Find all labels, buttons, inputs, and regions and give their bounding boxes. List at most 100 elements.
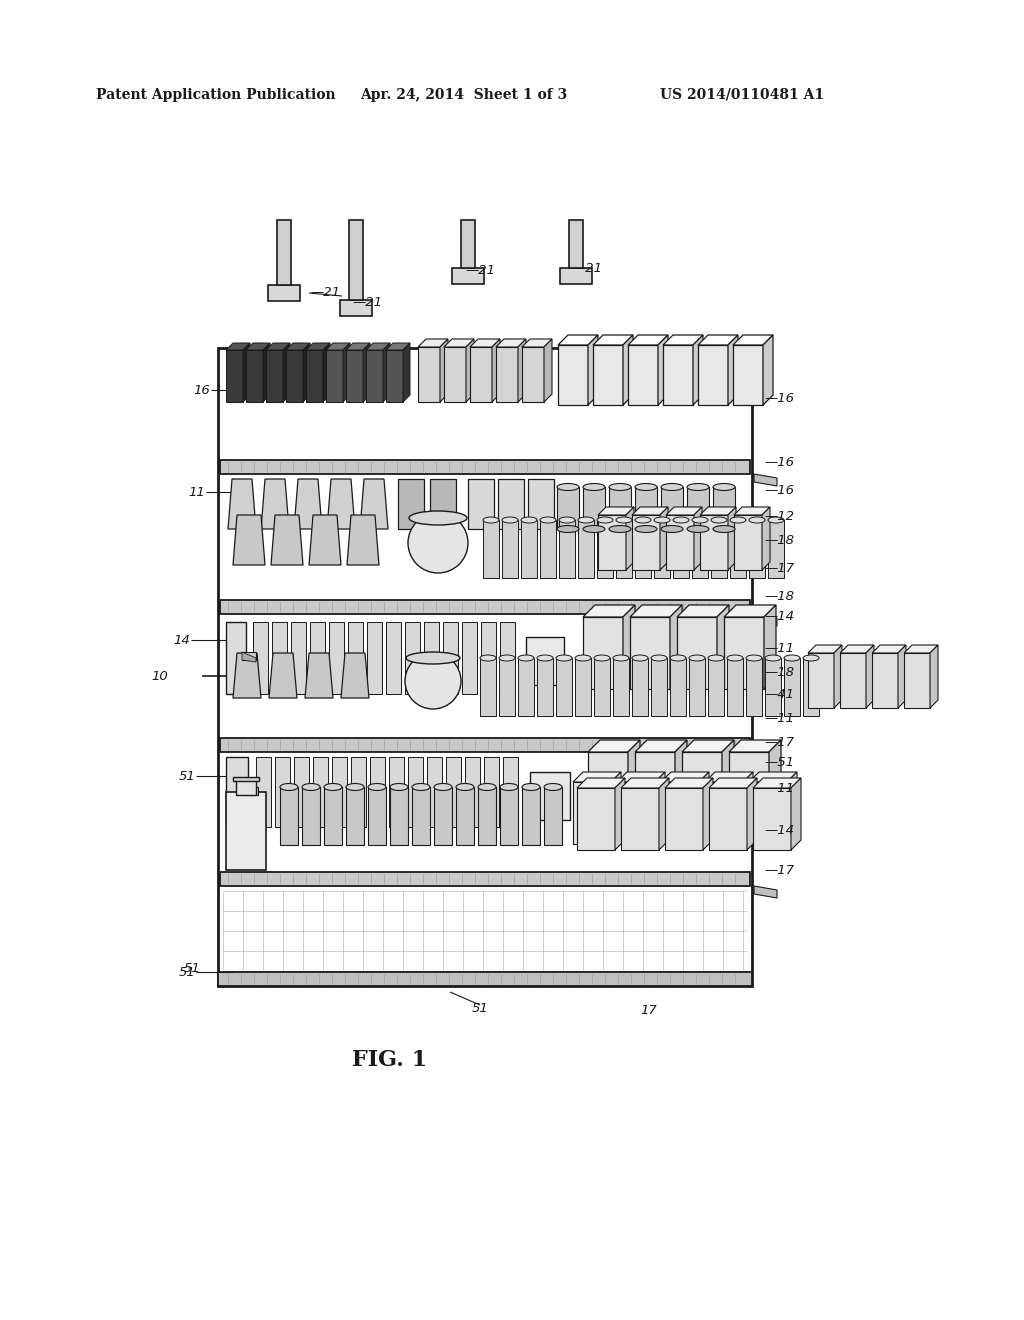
Bar <box>692 520 708 578</box>
Polygon shape <box>834 645 842 708</box>
Ellipse shape <box>713 525 735 532</box>
Polygon shape <box>743 772 753 843</box>
Bar <box>872 653 898 708</box>
Bar <box>705 781 743 843</box>
Bar <box>651 657 667 715</box>
Bar <box>310 622 325 694</box>
Polygon shape <box>306 343 330 350</box>
Ellipse shape <box>575 655 591 661</box>
Polygon shape <box>588 741 640 752</box>
Polygon shape <box>670 605 682 689</box>
Bar <box>616 520 632 578</box>
Bar <box>730 520 746 578</box>
Polygon shape <box>466 339 474 403</box>
Text: —14: —14 <box>764 610 794 623</box>
Polygon shape <box>698 335 738 345</box>
Bar <box>530 772 570 820</box>
Polygon shape <box>341 653 369 698</box>
Bar <box>687 487 709 529</box>
Bar <box>569 220 583 268</box>
Polygon shape <box>621 777 669 788</box>
Ellipse shape <box>346 784 364 791</box>
Ellipse shape <box>544 784 562 791</box>
Bar <box>468 479 494 529</box>
Polygon shape <box>522 339 552 347</box>
Polygon shape <box>386 343 410 350</box>
Bar <box>313 756 328 828</box>
Polygon shape <box>544 339 552 403</box>
Bar <box>348 622 362 694</box>
Bar <box>528 479 554 529</box>
Bar <box>598 515 626 570</box>
Ellipse shape <box>368 784 386 791</box>
Bar <box>635 487 657 529</box>
Bar <box>522 787 540 845</box>
Polygon shape <box>323 343 330 403</box>
Bar <box>220 601 750 614</box>
Ellipse shape <box>609 525 631 532</box>
Bar <box>368 787 386 845</box>
Bar <box>621 788 659 850</box>
Ellipse shape <box>597 517 613 523</box>
Ellipse shape <box>521 517 537 523</box>
Ellipse shape <box>578 517 594 523</box>
Bar <box>446 756 461 828</box>
Polygon shape <box>261 479 289 529</box>
Polygon shape <box>309 515 341 565</box>
Polygon shape <box>658 335 668 405</box>
Polygon shape <box>734 507 770 515</box>
Bar <box>266 350 283 403</box>
Bar <box>340 300 372 315</box>
Polygon shape <box>709 777 757 788</box>
Bar <box>613 657 629 715</box>
Bar <box>218 972 752 986</box>
Polygon shape <box>518 339 526 403</box>
Ellipse shape <box>500 784 518 791</box>
Text: —11: —11 <box>764 781 794 795</box>
Bar <box>465 756 480 828</box>
Bar <box>588 752 628 824</box>
Ellipse shape <box>499 655 515 661</box>
Polygon shape <box>263 343 270 403</box>
Ellipse shape <box>673 517 689 523</box>
Polygon shape <box>303 343 310 403</box>
Polygon shape <box>662 772 709 781</box>
Bar <box>594 657 610 715</box>
Bar <box>443 622 458 694</box>
Bar <box>236 779 256 795</box>
Polygon shape <box>470 339 500 347</box>
Polygon shape <box>753 777 801 788</box>
Bar <box>559 520 575 578</box>
Polygon shape <box>763 335 773 405</box>
Bar <box>496 347 518 403</box>
Bar <box>729 752 769 824</box>
Ellipse shape <box>483 517 499 523</box>
Polygon shape <box>577 777 625 788</box>
Bar <box>503 756 518 828</box>
Polygon shape <box>271 515 303 565</box>
Polygon shape <box>749 772 797 781</box>
Ellipse shape <box>324 784 342 791</box>
Bar <box>349 220 362 300</box>
Ellipse shape <box>651 655 667 661</box>
Text: —18: —18 <box>764 590 794 602</box>
Bar <box>544 787 562 845</box>
Polygon shape <box>728 335 738 405</box>
Bar <box>430 479 456 529</box>
Text: —18: —18 <box>764 665 794 678</box>
Polygon shape <box>791 777 801 850</box>
Ellipse shape <box>670 655 686 661</box>
Polygon shape <box>628 335 668 345</box>
Polygon shape <box>762 507 770 570</box>
Bar <box>557 487 579 529</box>
Polygon shape <box>598 507 634 515</box>
Ellipse shape <box>502 517 518 523</box>
Polygon shape <box>588 335 598 405</box>
Polygon shape <box>666 507 702 515</box>
Bar <box>734 515 762 570</box>
Bar <box>537 657 553 715</box>
Ellipse shape <box>302 784 319 791</box>
Bar <box>698 345 728 405</box>
Ellipse shape <box>522 784 540 791</box>
Ellipse shape <box>613 655 629 661</box>
